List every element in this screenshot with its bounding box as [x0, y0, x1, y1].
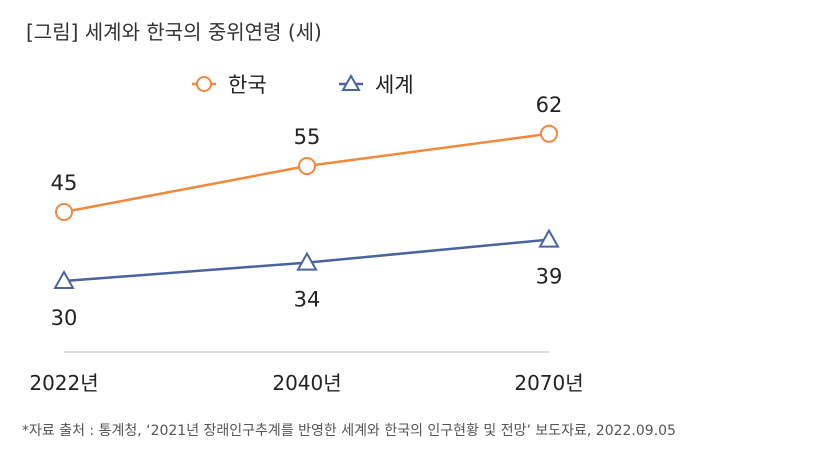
data-point-0 [55, 203, 73, 221]
legend-circle-icon [196, 76, 212, 92]
x-tick-label: 2022년 [29, 371, 98, 395]
source-note: *자료 출처 : 통계청, ‘2021년 장래인구추계를 반영한 세계와 한국의… [22, 423, 676, 439]
data-label: 62 [536, 93, 563, 117]
legend-triangle-icon [341, 73, 361, 91]
data-label: 30 [51, 306, 78, 330]
data-point-0 [298, 157, 316, 175]
x-tick-label: 2070년 [514, 371, 583, 395]
chart-title: [그림] 세계와 한국의 중위연령 (세) [26, 20, 322, 44]
data-point-1 [538, 228, 560, 248]
data-label: 55 [294, 125, 321, 149]
x-tick-label: 2040년 [272, 371, 341, 395]
data-label: 45 [51, 171, 78, 195]
data-point-0 [540, 124, 558, 143]
data-label: 34 [294, 288, 321, 312]
legend-label: 세계 [375, 73, 414, 97]
data-point-1 [296, 251, 318, 271]
legend-label: 한국 [228, 73, 267, 97]
data-point-1 [53, 269, 75, 289]
data-label: 39 [536, 265, 563, 289]
